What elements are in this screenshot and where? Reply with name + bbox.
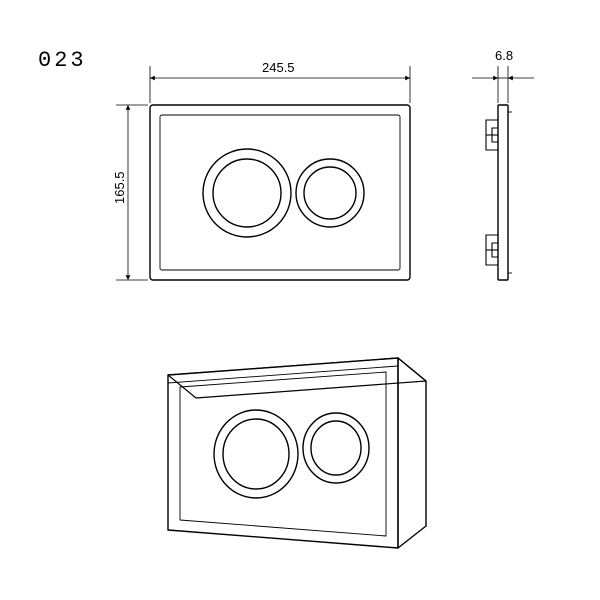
dim-depth [472,66,534,103]
perspective-view [168,358,426,548]
drawing-svg [0,0,600,600]
front-view [150,105,410,280]
side-view [486,105,512,280]
dim-width [150,66,410,103]
dim-height [116,105,148,280]
drawing-stage: { "meta": { "type": "engineering-drawing… [0,0,600,600]
